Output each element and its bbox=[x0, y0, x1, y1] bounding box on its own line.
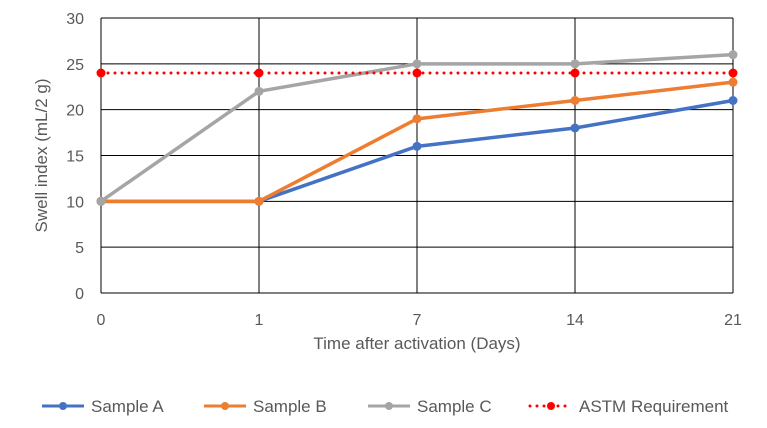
legend-marker bbox=[59, 402, 67, 410]
legend-label: Sample B bbox=[253, 397, 327, 416]
data-point bbox=[570, 68, 580, 78]
data-point bbox=[728, 77, 738, 87]
legend-marker bbox=[385, 402, 393, 410]
data-point bbox=[570, 96, 580, 105]
data-point bbox=[254, 196, 264, 206]
legend-item: Sample A bbox=[42, 397, 164, 416]
legend-item: ASTM Requirement bbox=[528, 397, 729, 416]
legend-marker bbox=[221, 402, 229, 410]
series-group bbox=[96, 50, 738, 206]
x-tick-label: 0 bbox=[97, 312, 106, 329]
y-tick-label: 25 bbox=[66, 57, 84, 74]
y-tick-label: 15 bbox=[66, 149, 84, 166]
data-point bbox=[96, 68, 106, 78]
y-axis-title: Swell index (mL/2 g) bbox=[32, 78, 51, 232]
data-point bbox=[570, 59, 580, 69]
data-point bbox=[570, 123, 580, 133]
series-sample-c bbox=[96, 50, 738, 206]
legend-label: Sample C bbox=[417, 397, 492, 416]
legend-label: ASTM Requirement bbox=[579, 397, 729, 416]
x-tick-label: 21 bbox=[724, 312, 742, 329]
axes: 0 5 10 15 20 25 30 0 1 7 14 21 bbox=[66, 11, 742, 329]
y-tick-label: 20 bbox=[66, 103, 84, 120]
x-tick-label: 1 bbox=[255, 312, 264, 329]
data-point bbox=[96, 196, 106, 206]
legend: Sample A Sample B Sample C ASTM Requirement bbox=[42, 397, 729, 416]
data-point bbox=[728, 96, 738, 105]
legend-item: Sample B bbox=[204, 397, 327, 416]
y-tick-label: 30 bbox=[66, 11, 84, 28]
legend-item: Sample C bbox=[368, 397, 492, 416]
data-point bbox=[412, 141, 422, 151]
series-astm-requirement bbox=[96, 68, 738, 78]
x-tick-label: 7 bbox=[413, 312, 422, 329]
legend-marker bbox=[547, 402, 555, 410]
data-point bbox=[412, 114, 422, 124]
data-point bbox=[728, 50, 738, 60]
data-point bbox=[254, 68, 264, 78]
legend-label: Sample A bbox=[91, 397, 164, 416]
y-tick-label: 10 bbox=[66, 194, 84, 211]
x-axis-title: Time after activation (Days) bbox=[313, 334, 520, 353]
data-point bbox=[412, 59, 422, 69]
x-tick-label: 14 bbox=[566, 312, 584, 329]
data-point bbox=[412, 68, 422, 78]
y-tick-label: 5 bbox=[75, 240, 84, 257]
data-point bbox=[728, 68, 738, 78]
y-tick-label: 0 bbox=[75, 286, 84, 303]
data-point bbox=[254, 86, 264, 96]
